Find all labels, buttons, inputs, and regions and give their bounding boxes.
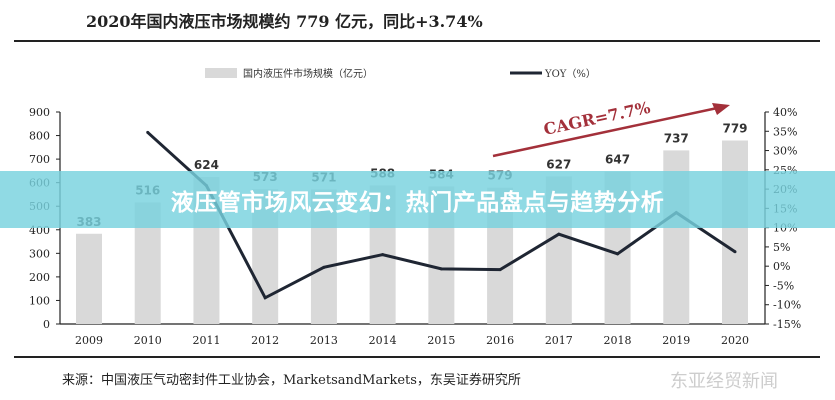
x-tick-label: 2009 <box>75 334 103 347</box>
yoy-point-2012 <box>263 296 267 300</box>
x-tick-label: 2010 <box>134 334 162 347</box>
x-tick-label: 2015 <box>427 334 455 347</box>
x-tick-label: 2018 <box>604 334 632 347</box>
right-tick-label: 0% <box>773 260 790 273</box>
left-tick-label: 0 <box>43 318 50 331</box>
top-rule <box>14 40 820 42</box>
right-tick-label: -15% <box>773 318 801 331</box>
bar-value-label: 624 <box>194 158 219 172</box>
left-tick-label: 200 <box>29 271 50 284</box>
right-tick-label: 5% <box>773 241 790 254</box>
chart-title: 2020年国内液压市场规模约 779 亿元，同比+3.74% <box>86 12 483 31</box>
yoy-point-2014 <box>381 253 385 257</box>
source-note: 来源：中国液压气动密封件工业协会，MarketsandMarkets，东吴证券研… <box>62 373 521 388</box>
right-tick-label: -5% <box>773 279 794 292</box>
legend-line-label: YOY（%） <box>544 68 596 80</box>
left-tick-label: 300 <box>29 247 50 260</box>
legend-bar-swatch <box>205 68 237 78</box>
banner-title: 液压管市场风云变幻：热门产品盘点与趋势分析 <box>170 190 665 216</box>
right-tick-label: 30% <box>773 145 797 158</box>
right-tick-label: 40% <box>773 106 797 119</box>
left-tick-label: 700 <box>29 153 50 166</box>
cagr-arrow <box>492 105 723 158</box>
left-tick-label: 100 <box>29 294 50 307</box>
yoy-point-2020 <box>733 250 737 254</box>
right-tick-label: 35% <box>773 125 797 138</box>
yoy-point-2016 <box>498 268 502 272</box>
x-tick-label: 2013 <box>310 334 338 347</box>
x-tick-label: 2012 <box>251 334 279 347</box>
x-tick-label: 2014 <box>369 334 397 347</box>
bottom-rule <box>14 356 820 358</box>
bar-value-label: 737 <box>664 131 689 145</box>
bar-value-label: 627 <box>546 157 571 171</box>
left-tick-label: 900 <box>29 106 50 119</box>
yoy-point-2013 <box>322 265 326 269</box>
yoy-point-2010 <box>146 130 150 134</box>
bar-2009 <box>76 233 102 324</box>
yoy-point-2017 <box>557 232 561 236</box>
left-tick-label: 800 <box>29 130 50 143</box>
right-tick-label: -10% <box>773 299 801 312</box>
yoy-point-2018 <box>616 252 620 256</box>
cagr-arrowhead <box>712 103 730 115</box>
x-tick-label: 2016 <box>486 334 514 347</box>
x-tick-label: 2019 <box>662 334 690 347</box>
x-tick-label: 2011 <box>192 334 220 347</box>
watermark: 东亚经贸新闻 <box>670 371 778 392</box>
bar-value-label: 647 <box>605 153 630 167</box>
legend-bar-label: 国内液压件市场规模（亿元） <box>243 67 373 80</box>
yoy-point-2015 <box>439 267 443 271</box>
x-tick-label: 2020 <box>721 334 749 347</box>
bar-2020 <box>722 140 748 324</box>
bar-value-label: 779 <box>722 122 747 136</box>
title-banner <box>0 171 835 228</box>
x-tick-label: 2017 <box>545 334 573 347</box>
